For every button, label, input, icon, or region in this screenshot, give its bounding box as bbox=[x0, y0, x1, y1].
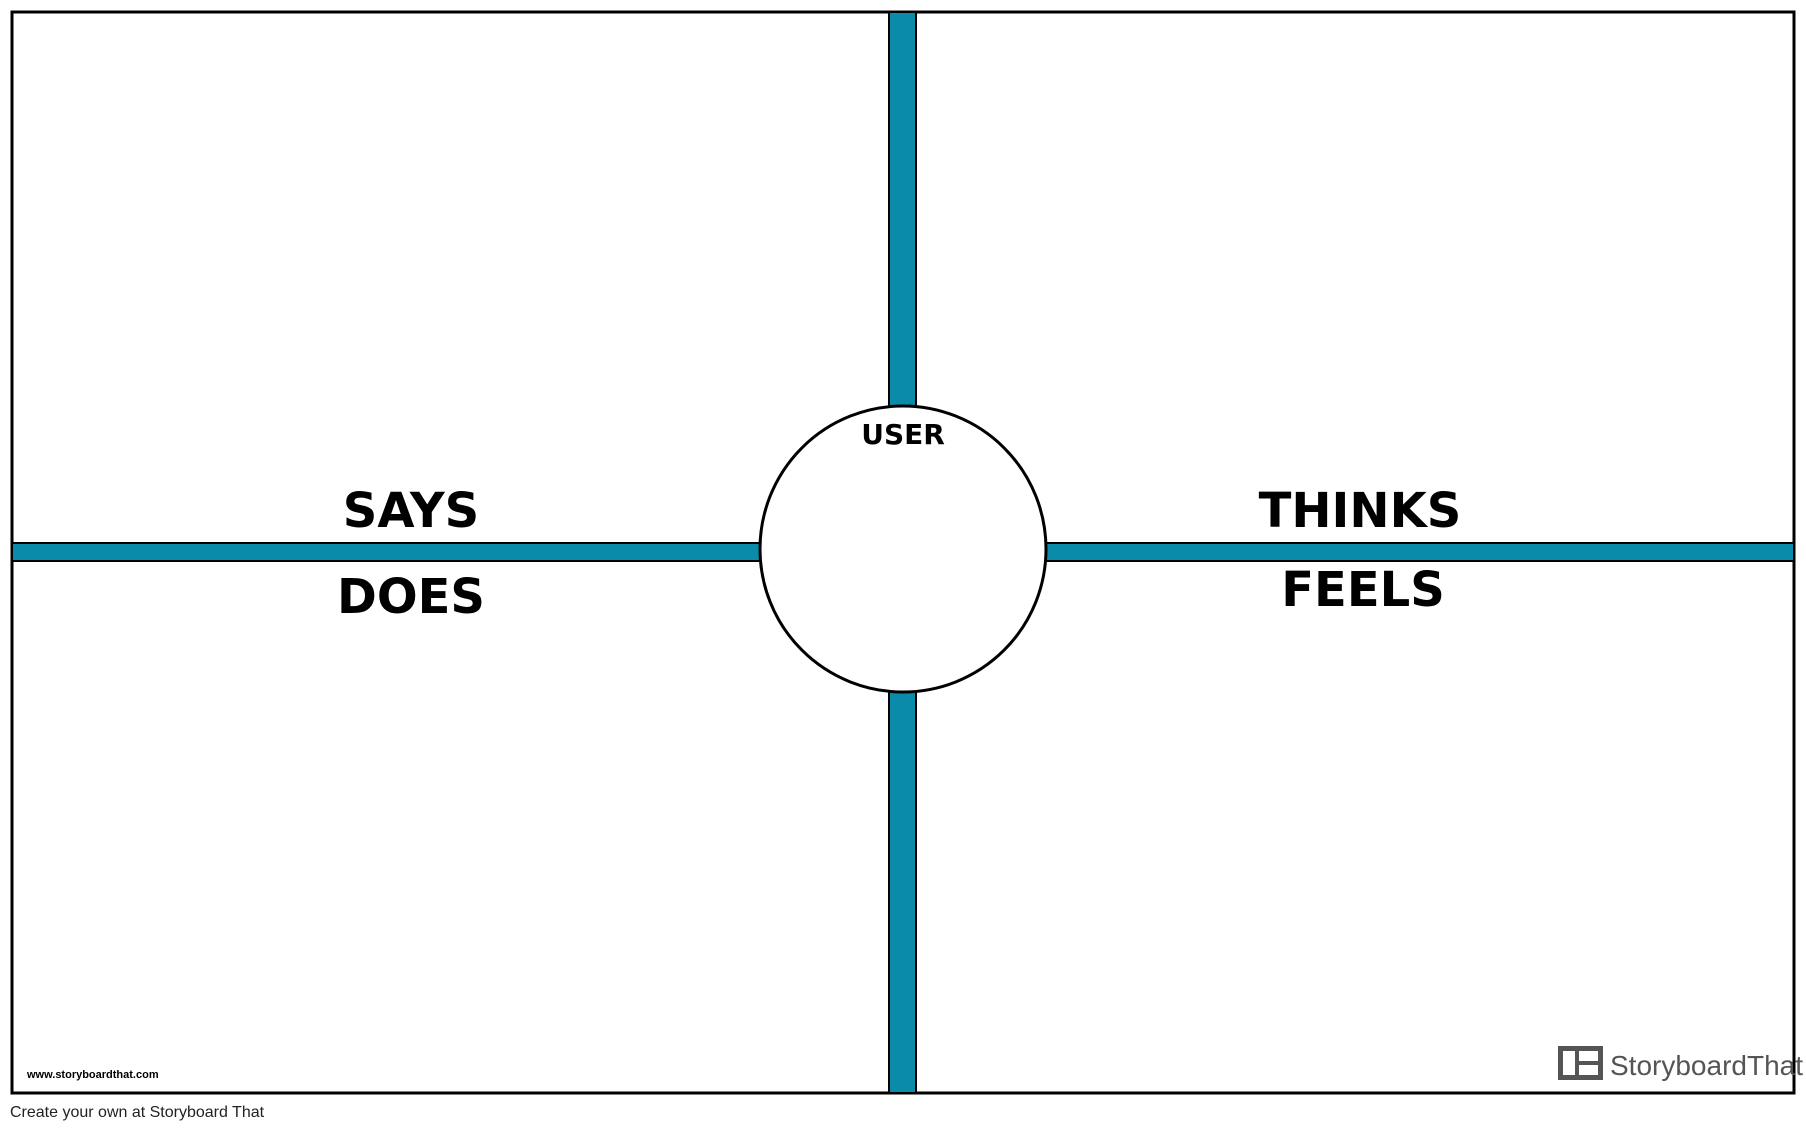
does-label: DOES bbox=[337, 569, 485, 625]
feels-label: FEELS bbox=[1281, 562, 1445, 618]
vertical-divider-top bbox=[888, 11, 917, 408]
brand-wordmark: StoryboardThat bbox=[1610, 1050, 1803, 1081]
horizontal-divider-left bbox=[11, 542, 763, 562]
thinks-label: THINKS bbox=[1259, 483, 1462, 539]
horizontal-divider-right bbox=[1043, 542, 1795, 562]
user-label: USER bbox=[861, 418, 945, 451]
storyboard-panels-icon bbox=[1558, 1046, 1603, 1080]
vertical-divider-bottom bbox=[888, 689, 917, 1094]
says-label: SAYS bbox=[343, 483, 479, 539]
user-circle bbox=[758, 404, 1048, 694]
caption-text: Create your own at Storyboard That bbox=[10, 1104, 265, 1121]
website-link[interactable]: www.storyboardthat.com bbox=[26, 1069, 159, 1081]
